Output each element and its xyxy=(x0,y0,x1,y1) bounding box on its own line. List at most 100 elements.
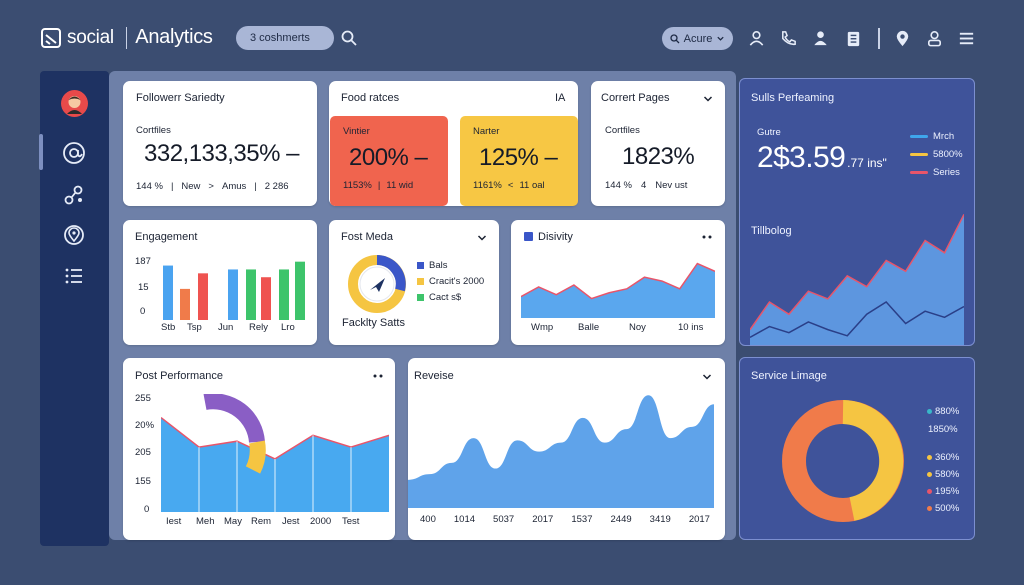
x-tick-label: Lro xyxy=(281,322,295,333)
x-tick-label: 2017 xyxy=(688,514,710,525)
card-followers[interactable]: Followerr Sariedty Cortfiles 332,133,35%… xyxy=(123,81,317,206)
phone-icon[interactable] xyxy=(779,29,798,48)
card-food-badge: IA xyxy=(555,92,566,104)
sulls-line xyxy=(750,214,964,331)
x-tick-label: 1537 xyxy=(571,514,593,525)
engagement-bar xyxy=(295,261,305,320)
engagement-bar xyxy=(279,269,289,320)
card-post-performance-title: Post Performance xyxy=(135,370,224,382)
panel-sulls-title: Sulls Perfeaming xyxy=(751,92,835,104)
card-pages-title: Corrert Pages xyxy=(601,92,670,104)
footer-item: Nev ust xyxy=(655,180,688,191)
y-tick-label: 255 xyxy=(135,393,151,404)
card-followers-label: Cortfiles xyxy=(136,125,171,136)
engagement-bar xyxy=(163,265,173,320)
sidebar-item-at-icon[interactable] xyxy=(61,140,87,166)
card-reveise[interactable]: Reveise 400 1014 5037 2017 1537 2449 341… xyxy=(408,358,725,540)
legend-label: 5800% xyxy=(933,149,963,160)
avatar[interactable] xyxy=(61,90,88,117)
engagement-bar xyxy=(261,277,271,320)
send-icon xyxy=(370,278,385,292)
card-engagement[interactable]: Engagement 187 15 0 Stb Tsp Jun Rely Lro xyxy=(123,220,317,345)
brand[interactable]: social Analytics xyxy=(40,26,213,49)
legend-label: Mrch xyxy=(933,131,955,142)
food-red-label: Vintier xyxy=(343,126,370,137)
engagement-bar-chart xyxy=(163,261,305,320)
legend-swatch xyxy=(910,171,928,174)
panel-service-title: Service Limage xyxy=(751,370,827,382)
footer-item: | xyxy=(170,181,174,192)
reveise-x-axis: 400 1014 5037 2017 1537 2449 3419 2017 xyxy=(420,514,710,525)
x-tick-label: 400 xyxy=(420,514,436,525)
sidebar-item-target-icon[interactable] xyxy=(61,222,87,248)
x-tick-label: Balle xyxy=(578,322,600,333)
footer-item: | xyxy=(377,180,381,191)
engagement-bar xyxy=(228,269,238,320)
x-tick-label: 1014 xyxy=(453,514,476,525)
footer-item: New xyxy=(181,181,201,192)
search-icon[interactable] xyxy=(340,29,358,47)
footer-item: 144 % xyxy=(605,180,632,191)
sulls-secondary-line xyxy=(750,300,964,338)
sidebar-active-indicator xyxy=(39,134,43,170)
food-tile-yellow[interactable]: Narter 125% – 1161% < 11 oal xyxy=(460,116,578,206)
sidebar-item-list-icon[interactable] xyxy=(61,263,87,289)
panel-service[interactable]: Service Limage 880% 1850% 360% 580% 195%… xyxy=(739,357,975,540)
clipboard-icon[interactable] xyxy=(844,29,863,48)
user-icon[interactable] xyxy=(747,29,766,48)
reveise-area-chart xyxy=(408,395,714,508)
card-post-performance[interactable]: Post Performance 255 20% 205 155 0 Iest … xyxy=(123,358,395,540)
x-tick-label: Stb xyxy=(161,322,176,333)
panel-sulls[interactable]: Sulls Perfeaming Gutre 2$3.59 .77 ins" M… xyxy=(739,78,975,346)
account-dropdown-label: Acure xyxy=(683,32,713,45)
more-icon[interactable] xyxy=(371,371,385,381)
x-tick-label: Jun xyxy=(218,322,234,333)
card-food[interactable]: Food ratces IA Vintier 200% – 1153% | 11… xyxy=(329,81,578,206)
card-pages-value: 1823% xyxy=(622,143,695,170)
chevron-down-icon[interactable] xyxy=(702,93,714,105)
legend-label: 500% xyxy=(935,503,960,514)
account-icon[interactable] xyxy=(925,29,944,48)
brand-logo-icon xyxy=(41,27,61,48)
account-dropdown[interactable]: Acure xyxy=(662,27,733,50)
legend-label: Bals xyxy=(429,260,448,271)
search-pill[interactable]: 3 coshmerts xyxy=(236,26,334,50)
footer-item: 1161% xyxy=(473,180,502,191)
legend-swatch xyxy=(417,294,424,301)
y-tick-label: 20% xyxy=(135,420,155,431)
food-tile-red[interactable]: Vintier 200% – 1153% | 11 wid xyxy=(330,116,448,206)
food-red-value: 200% – xyxy=(349,144,428,171)
menu-icon[interactable] xyxy=(957,29,976,48)
food-red-footer: 1153% | 11 wid xyxy=(343,180,413,191)
brand-social: social xyxy=(67,26,114,48)
card-followers-footer: 144 % | New > Amus | 2 286 xyxy=(136,181,316,192)
card-fast-media[interactable]: Fost Meda Bals Cracit's 2000 Cact s$ Fac… xyxy=(329,220,499,345)
avatar-face-icon xyxy=(67,96,82,114)
disivity-area-chart xyxy=(521,262,715,318)
more-icon[interactable] xyxy=(700,232,714,242)
x-tick-label: 2000 xyxy=(310,516,332,527)
x-tick-label: Noy xyxy=(629,322,646,333)
donut-slice-yellow xyxy=(842,400,904,521)
chevron-down-icon[interactable] xyxy=(701,371,713,383)
footer-item: < xyxy=(507,180,514,191)
x-tick-label: Wmp xyxy=(531,322,554,333)
card-engagement-title: Engagement xyxy=(135,231,198,243)
legend-label: Cracit's 2000 xyxy=(429,276,485,287)
location-icon[interactable] xyxy=(893,29,912,48)
card-pages[interactable]: Corrert Pages Cortfiles 1823% 144 % 4 Ne… xyxy=(591,81,725,206)
legend-dot xyxy=(927,409,932,414)
x-tick-label: 5037 xyxy=(493,514,515,525)
card-pages-label: Cortfiles xyxy=(605,125,640,136)
footer-item: 2 286 xyxy=(264,181,289,192)
legend-item: Series xyxy=(910,167,960,178)
chevron-down-icon[interactable] xyxy=(476,232,488,244)
fast-media-caption: Facklty Satts xyxy=(342,317,405,329)
person-icon[interactable] xyxy=(811,29,830,48)
y-tick-label: 187 xyxy=(135,256,151,267)
card-disivity[interactable]: Disivity Wmp Balle Noy 10 ins xyxy=(511,220,725,345)
sidebar-item-share-icon[interactable] xyxy=(61,182,87,208)
panel-sulls-value-suffix: .77 ins" xyxy=(847,156,887,170)
legend-label: 360% xyxy=(935,452,960,463)
panel-sulls-label: Gutre xyxy=(757,127,781,138)
